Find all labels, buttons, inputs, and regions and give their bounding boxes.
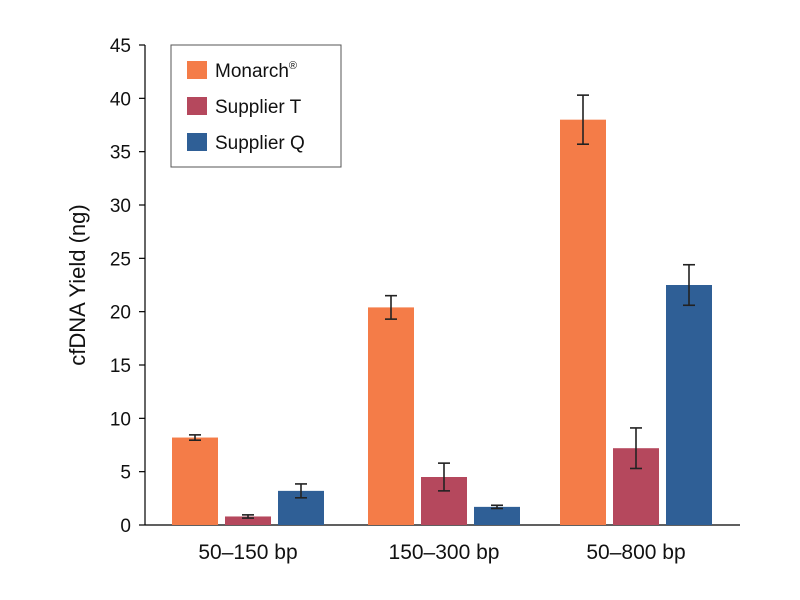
x-category-label: 50–800 bp	[586, 541, 685, 564]
legend: Monarch® Supplier T Supplier Q	[170, 44, 342, 168]
y-tick-label: 5	[120, 463, 131, 484]
error-bar	[683, 263, 695, 307]
legend-swatch-supplier-t	[187, 97, 207, 115]
y-tick-label: 30	[110, 196, 131, 217]
error-bar	[438, 462, 450, 492]
error-bar	[491, 504, 503, 510]
y-tick-label: 10	[110, 409, 131, 430]
error-bar	[295, 483, 307, 499]
y-tick-label: 40	[110, 89, 131, 110]
error-bars	[189, 94, 695, 519]
error-bar	[577, 94, 589, 145]
y-axis-label: cfDNA Yield (ng)	[65, 204, 90, 365]
bars	[172, 119, 712, 526]
y-tick-label: 15	[110, 356, 131, 377]
y-tick-label: 35	[110, 143, 131, 164]
bar-monarch-0	[172, 437, 218, 525]
legend-label: Monarch®	[215, 60, 297, 82]
error-bar	[630, 427, 642, 470]
legend-swatch-monarch	[187, 61, 207, 79]
error-bar	[385, 294, 397, 320]
y-axis: 0 5 10 15 20 25 30 35 40 45	[110, 36, 146, 537]
legend-swatch-supplier-q	[187, 133, 207, 151]
x-category-label: 150–300 bp	[389, 541, 500, 564]
x-category-label: 50–150 bp	[198, 541, 297, 564]
y-tick-label: 25	[110, 249, 131, 270]
bar-monarch-1	[368, 307, 414, 525]
error-bar	[189, 434, 201, 442]
legend-label: Supplier T	[215, 97, 302, 118]
y-tick-label: 0	[120, 516, 131, 537]
error-bar	[242, 514, 254, 519]
bar-supplier-q-1	[474, 506, 520, 525]
y-tick-label: 20	[110, 303, 131, 324]
bar-monarch-2	[560, 119, 606, 526]
legend-label: Supplier Q	[215, 133, 305, 154]
x-axis: 50–150 bp 150–300 bp 50–800 bp	[145, 524, 740, 564]
bar-supplier-t-0	[225, 516, 271, 525]
y-tick-label: 45	[110, 36, 131, 57]
bar-supplier-q-2	[666, 285, 712, 525]
